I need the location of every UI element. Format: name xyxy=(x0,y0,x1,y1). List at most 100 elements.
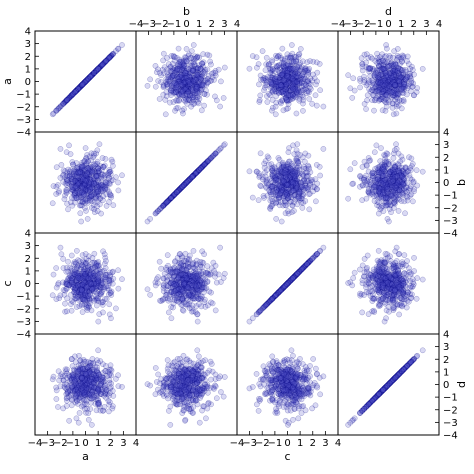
data-point xyxy=(103,191,110,198)
data-point xyxy=(256,81,262,88)
data-point xyxy=(65,258,71,265)
data-point xyxy=(300,107,306,114)
data-point xyxy=(383,103,390,110)
data-point xyxy=(95,66,101,72)
data-point xyxy=(83,77,90,84)
data-point xyxy=(401,80,408,87)
data-point xyxy=(393,182,400,188)
data-point xyxy=(71,199,78,206)
data-point xyxy=(93,173,100,180)
data-point xyxy=(256,97,263,103)
data-point xyxy=(201,70,208,77)
data-point xyxy=(96,311,103,317)
data-point xyxy=(152,210,159,217)
data-point xyxy=(254,168,260,175)
data-point xyxy=(168,304,174,310)
data-point xyxy=(376,89,382,96)
data-point xyxy=(173,73,180,80)
data-point xyxy=(189,95,196,101)
data-point xyxy=(106,301,113,308)
data-point xyxy=(163,89,170,96)
data-point xyxy=(81,79,88,86)
data-point xyxy=(186,292,192,298)
data-point xyxy=(95,65,102,72)
data-point xyxy=(65,206,71,213)
data-point xyxy=(194,318,201,325)
data-point xyxy=(70,90,77,97)
data-point xyxy=(391,166,398,173)
data-point xyxy=(102,58,109,65)
data-point xyxy=(57,292,64,299)
data-point xyxy=(115,187,122,194)
data-point xyxy=(299,183,306,190)
data-point xyxy=(302,82,309,88)
data-point xyxy=(190,247,197,254)
data-point xyxy=(78,82,85,89)
data-point xyxy=(156,96,163,102)
data-point xyxy=(115,285,122,292)
data-point xyxy=(390,67,397,74)
data-point xyxy=(419,168,426,175)
data-point xyxy=(175,274,181,281)
data-point xyxy=(254,64,260,71)
data-point xyxy=(347,166,354,173)
data-point xyxy=(296,188,303,195)
data-point xyxy=(64,308,70,315)
data-point xyxy=(68,252,75,259)
data-point xyxy=(94,66,101,73)
data-point xyxy=(363,59,369,66)
data-point xyxy=(83,284,90,290)
data-point xyxy=(217,103,223,110)
data-point xyxy=(181,290,188,297)
data-point xyxy=(182,250,189,257)
data-point xyxy=(306,165,313,172)
data-point xyxy=(284,97,290,103)
data-point xyxy=(369,170,376,177)
data-point xyxy=(83,77,90,84)
data-point xyxy=(99,155,106,161)
data-point xyxy=(349,181,356,187)
data-point xyxy=(87,189,94,196)
data-point xyxy=(177,260,184,267)
data-point xyxy=(380,66,386,72)
data-point xyxy=(273,216,280,222)
data-point xyxy=(96,64,103,71)
data-point xyxy=(299,72,306,79)
data-point xyxy=(202,303,209,310)
data-point xyxy=(85,75,92,82)
data-point xyxy=(314,185,320,192)
data-point xyxy=(79,81,86,88)
data-point xyxy=(99,289,105,295)
data-point xyxy=(293,54,299,60)
data-point xyxy=(306,96,313,102)
data-point xyxy=(84,216,91,222)
data-point xyxy=(63,97,70,104)
data-point xyxy=(110,51,116,57)
data-point xyxy=(303,173,310,180)
data-point xyxy=(301,158,308,165)
data-point xyxy=(210,259,217,266)
data-point xyxy=(78,287,85,293)
data-point xyxy=(76,84,83,91)
data-point xyxy=(276,62,282,68)
data-point xyxy=(79,163,86,170)
data-point xyxy=(289,73,296,79)
data-point xyxy=(82,145,89,151)
data-point xyxy=(309,100,315,107)
data-point xyxy=(304,185,311,192)
data-point xyxy=(291,208,297,214)
data-point xyxy=(383,158,390,165)
data-point xyxy=(71,266,78,273)
data-point xyxy=(208,61,214,68)
data-point xyxy=(350,75,357,82)
panel-a-vs-b xyxy=(144,42,228,118)
data-point xyxy=(155,274,161,280)
data-point xyxy=(102,276,109,283)
data-point xyxy=(385,218,392,225)
data-point xyxy=(73,284,79,291)
data-point xyxy=(80,80,87,87)
data-point xyxy=(63,268,70,275)
data-point xyxy=(177,251,184,257)
data-point xyxy=(89,71,96,78)
data-point xyxy=(82,78,89,85)
